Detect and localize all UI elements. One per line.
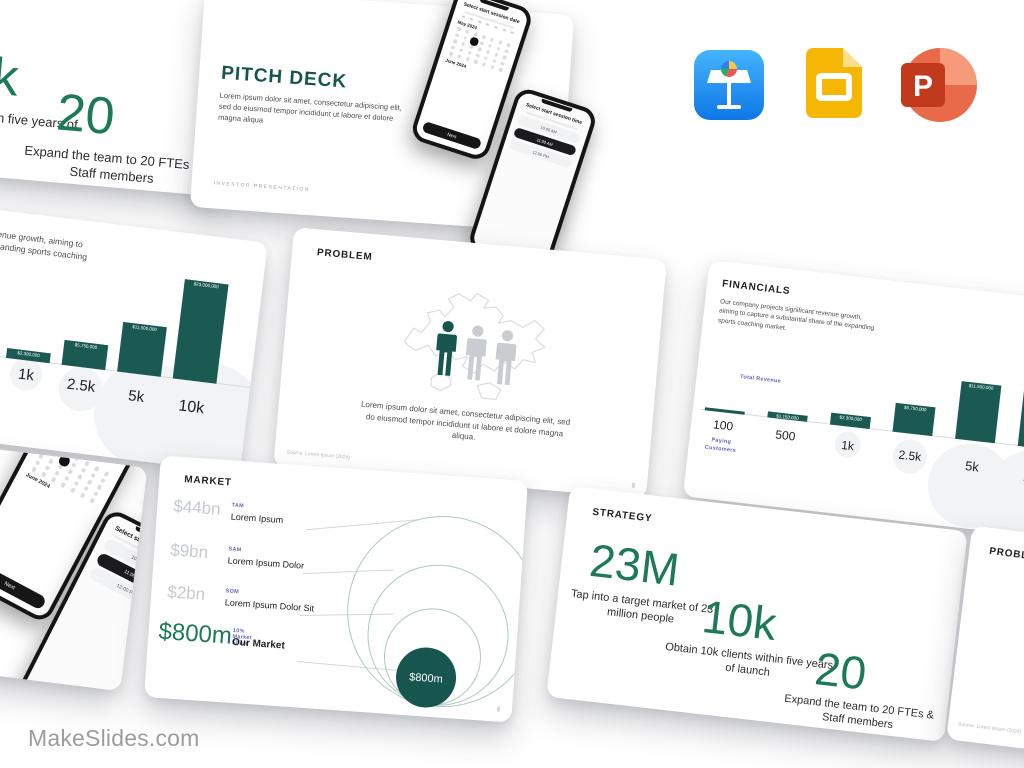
problem-title: PROBLEM (988, 545, 1024, 564)
next-button: Next (421, 120, 483, 151)
tam-tag: TAM (231, 502, 245, 510)
stat-value: 10k (699, 590, 780, 651)
source-note: Source: Lorem Ipsum (2024) (957, 721, 1022, 736)
bar-2.5k: $5,750,000 (892, 402, 936, 437)
person-icon-gray (495, 330, 517, 386)
bar-100 (704, 407, 745, 415)
bar-500: $1,150,000 (767, 411, 808, 422)
stat-value: 20 (54, 83, 117, 147)
bar-10k: $23,000,000 (172, 279, 229, 384)
stat-caption: Expand the team to 20 FTEs & Staff membe… (23, 142, 203, 186)
slide-market[interactable]: MARKET $800m $44bn TAM Lorem Ipsum $9bn … (144, 455, 528, 723)
category-label: 1k (17, 365, 35, 385)
svg-text:P: P (913, 70, 933, 103)
next-button: Next (0, 561, 47, 611)
google-slides-icon[interactable] (806, 48, 862, 123)
category-label: 1k (840, 437, 855, 454)
slide-phone-mockups-partial[interactable]: Select start session date May 2024 June … (0, 429, 148, 692)
tam-amount: $44bn (172, 496, 222, 519)
calendar-grid (446, 24, 514, 74)
category-label: 100 (712, 417, 734, 434)
bar-5k: $11,500,000 (955, 381, 1002, 444)
pitch-deck-footer: INVESTOR PRESENTATION (213, 180, 311, 194)
bar-chart-cropped: $2,300,000 $5,750,000 $11,500,000 $23,00… (0, 203, 268, 392)
slide-strategy[interactable]: STRATEGY 23M Tap into a target market of… (546, 486, 968, 742)
stat-value: 23M (587, 533, 682, 596)
market-nested-circles: $800m (296, 515, 528, 708)
category-label: 500 (774, 427, 797, 444)
person-icon-highlighted (436, 320, 457, 376)
bar-10k: $23,000,000 (1017, 331, 1024, 451)
market-bubble-value: $800m (409, 671, 443, 685)
stat-value: 20 (812, 642, 870, 700)
keynote-icon[interactable] (694, 50, 764, 125)
x-axis-label: Paying Customers (704, 437, 737, 454)
bar-5k: $11,500,000 (117, 321, 167, 377)
problem-title: PROBLEM (316, 247, 373, 264)
our-market-amount: $800m (157, 617, 233, 650)
bar-2.5k: $5,750,000 (61, 339, 109, 371)
slide-problem[interactable]: PROBLEM Lorem ipsum dolor sit amet, cons… (273, 227, 667, 499)
pitch-deck-title: PITCH DECK (220, 62, 348, 93)
stat-value: 10k (0, 42, 21, 108)
source-note: Source: Lorem Ipsum (2024) (286, 449, 351, 461)
page-number (631, 482, 636, 488)
makeslides-watermark: MakeSlides.com (28, 725, 200, 751)
slide-financials[interactable]: FINANCIALS Our company projects signific… (682, 259, 1024, 543)
slide-revenue-chart-partial-left[interactable]: Our company projects significant revenue… (0, 202, 268, 474)
strategy-title: STRATEGY (591, 506, 653, 525)
pitch-deck-body: Lorem ipsum dolor sit amet, consectetur … (217, 90, 403, 125)
powerpoint-icon[interactable]: P (894, 44, 978, 131)
page-number (496, 706, 501, 712)
person-icon-gray (465, 325, 487, 381)
bar-1k: $2,300,000 (829, 412, 872, 430)
slide-pitch-deck-cover[interactable]: PITCH DECK Lorem ipsum dolor sit amet, c… (189, 0, 599, 274)
